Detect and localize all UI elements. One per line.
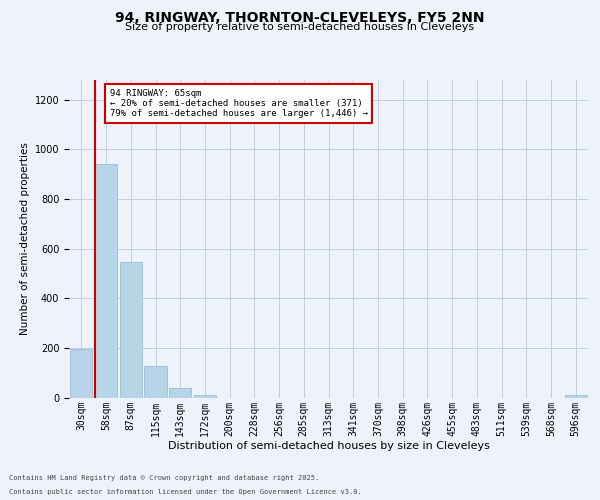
Bar	[169, 388, 191, 398]
Text: Contains public sector information licensed under the Open Government Licence v3: Contains public sector information licen…	[9, 489, 362, 495]
Bar	[194, 394, 216, 398]
Text: Contains HM Land Registry data © Crown copyright and database right 2025.: Contains HM Land Registry data © Crown c…	[9, 475, 319, 481]
Text: 94 RINGWAY: 65sqm
← 20% of semi-detached houses are smaller (371)
79% of semi-de: 94 RINGWAY: 65sqm ← 20% of semi-detached…	[110, 88, 368, 118]
Text: Size of property relative to semi-detached houses in Cleveleys: Size of property relative to semi-detach…	[125, 22, 475, 32]
Bar	[565, 395, 587, 398]
Bar	[119, 262, 142, 398]
Y-axis label: Number of semi-detached properties: Number of semi-detached properties	[20, 142, 31, 335]
Bar	[95, 164, 117, 398]
Bar	[145, 366, 167, 398]
Bar	[70, 348, 92, 398]
Text: 94, RINGWAY, THORNTON-CLEVELEYS, FY5 2NN: 94, RINGWAY, THORNTON-CLEVELEYS, FY5 2NN	[115, 11, 485, 25]
X-axis label: Distribution of semi-detached houses by size in Cleveleys: Distribution of semi-detached houses by …	[167, 441, 490, 451]
